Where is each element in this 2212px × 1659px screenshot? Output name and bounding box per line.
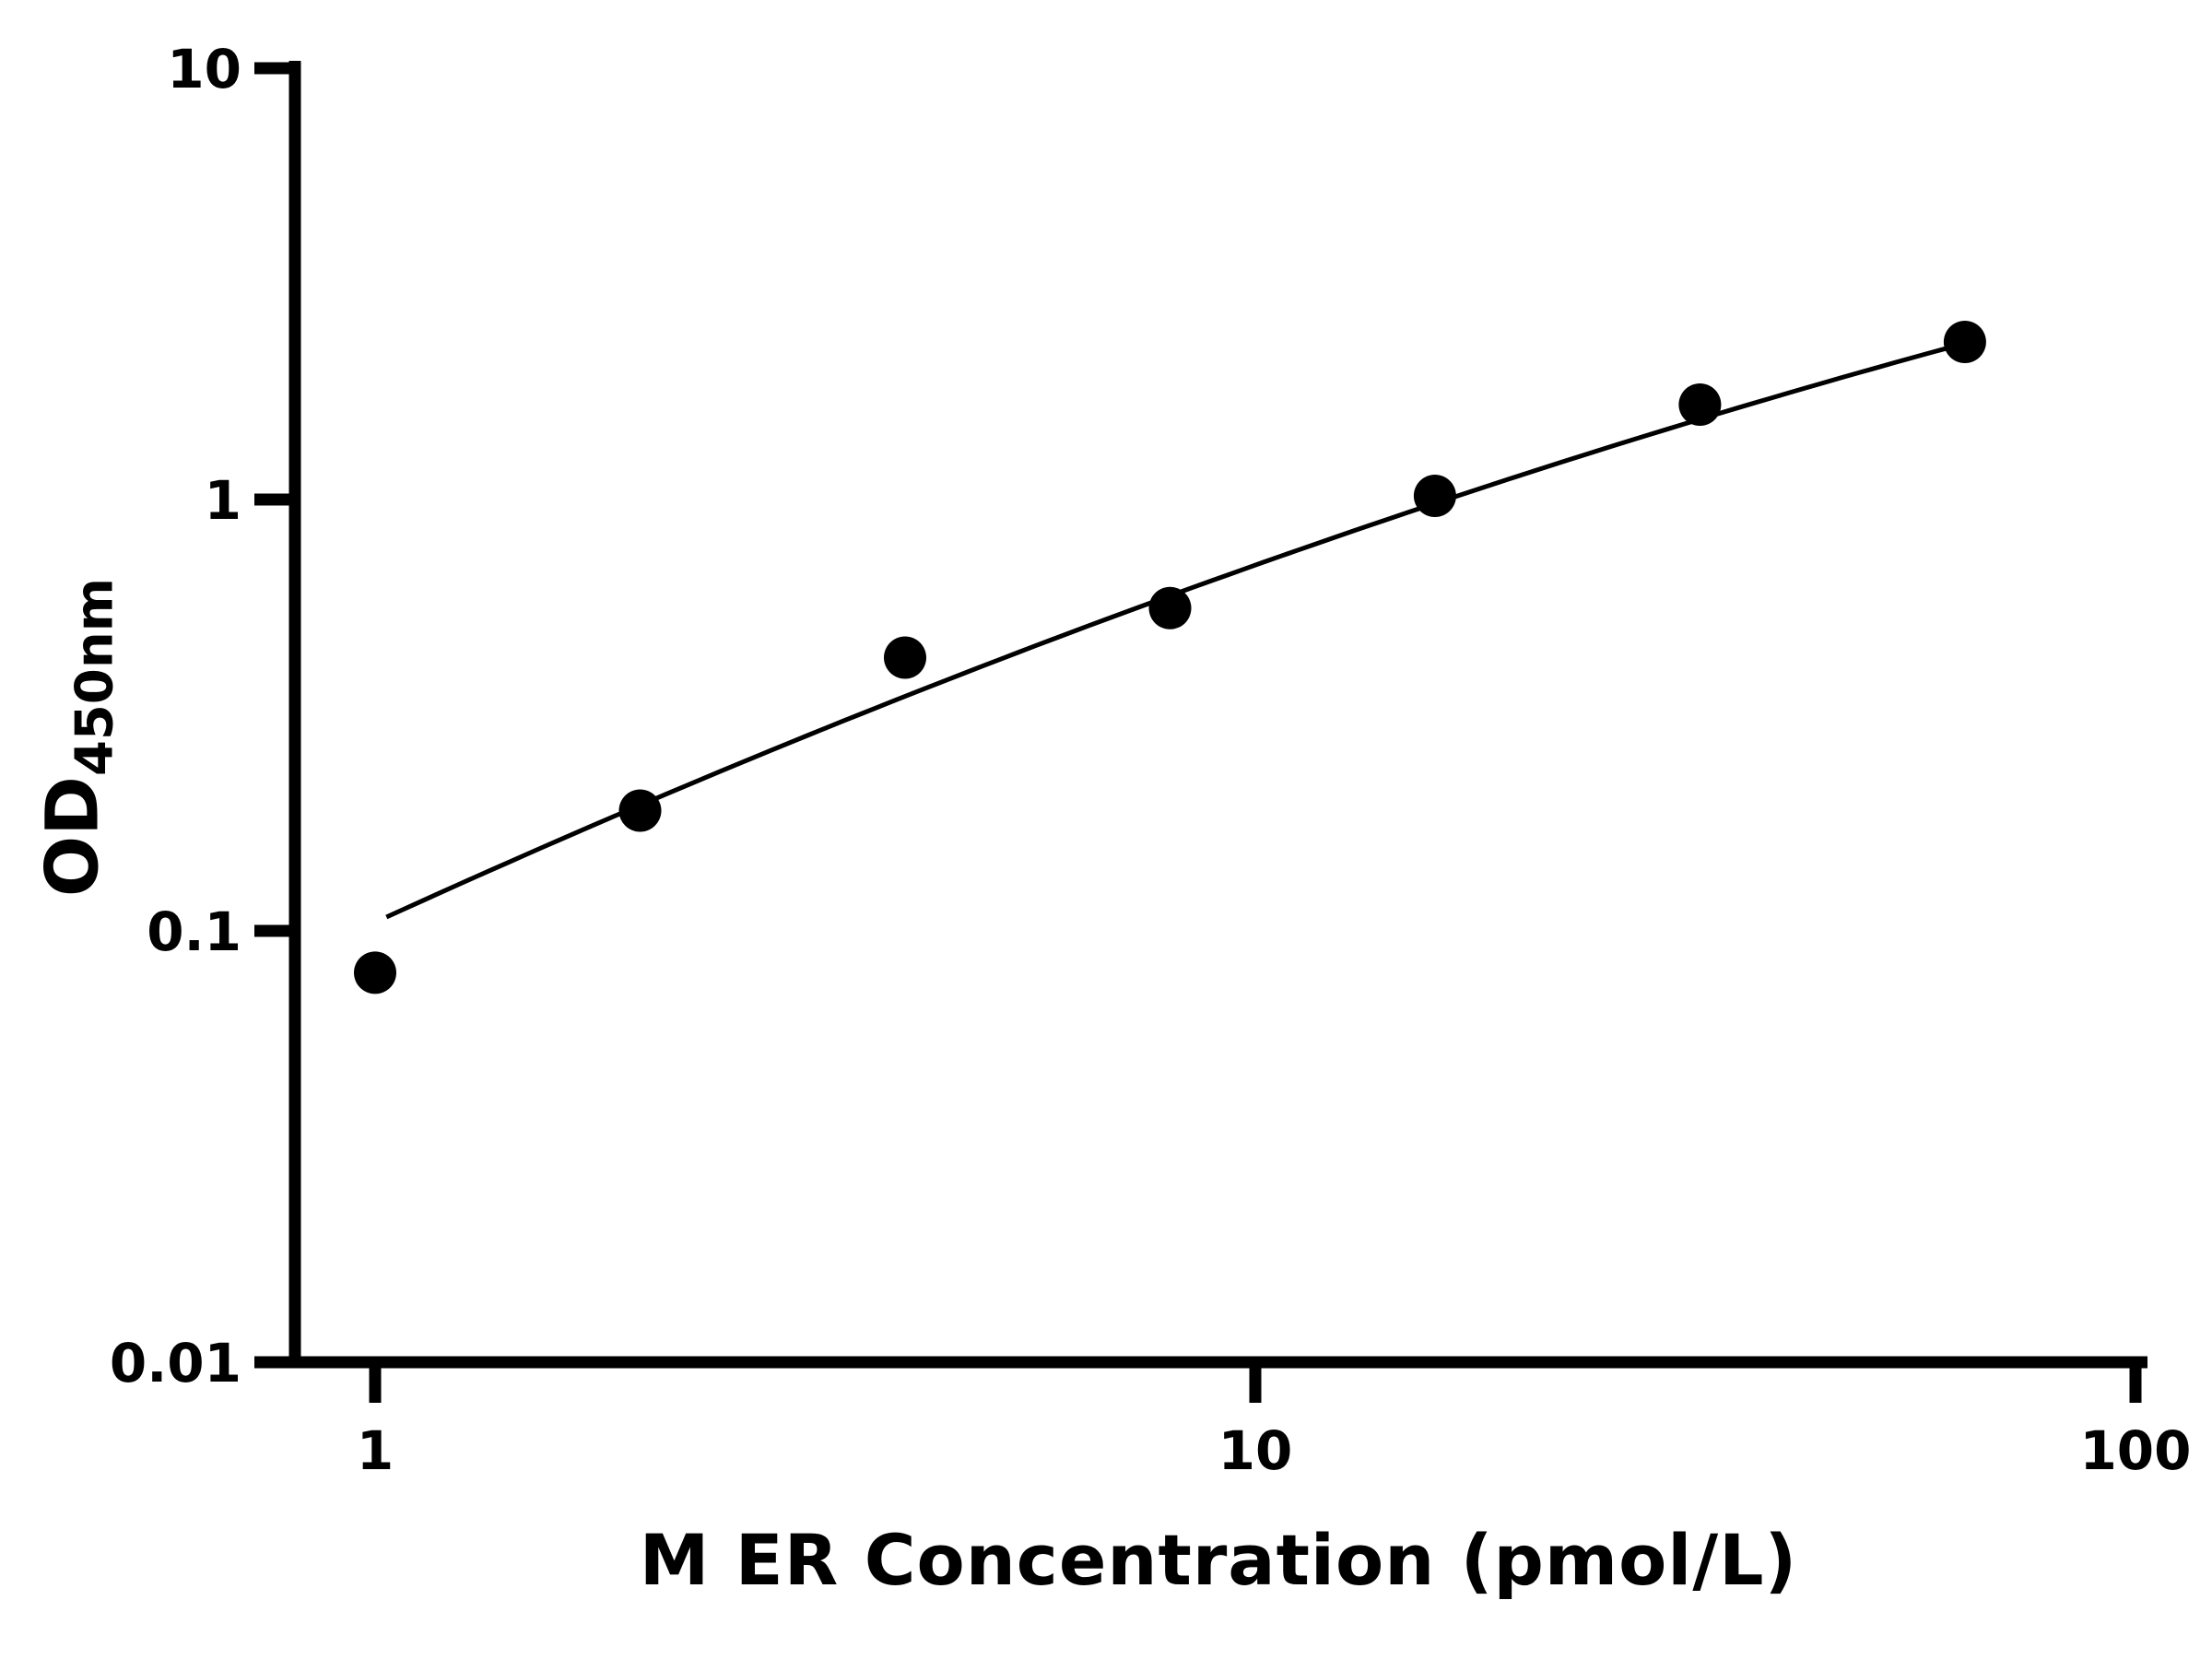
x-axis-title: M ER Concentration (pmol/L) (639, 1519, 1798, 1601)
data-point (884, 636, 926, 679)
data-point (1413, 475, 1456, 517)
data-point (618, 789, 662, 832)
y-tick-label: 0.01 (110, 1332, 241, 1394)
fit-curve-line (385, 341, 1966, 920)
x-tick-label: 10 (1218, 1419, 1293, 1482)
y-tick-label: 10 (167, 38, 241, 100)
x-tick-label: 1 (357, 1419, 394, 1482)
data-point (1943, 321, 1986, 363)
y-tick-label: 0.1 (147, 900, 241, 963)
y-axis-title-main: OD (31, 776, 115, 898)
y-axis-title-subscript: 450nm (65, 577, 125, 777)
y-tick-label: 1 (205, 469, 241, 532)
x-tick-label: 100 (2079, 1419, 2191, 1482)
data-point (1678, 383, 1722, 426)
data-point (1148, 586, 1192, 629)
data-point (354, 951, 396, 994)
y-axis-title: OD450nm (32, 578, 125, 897)
